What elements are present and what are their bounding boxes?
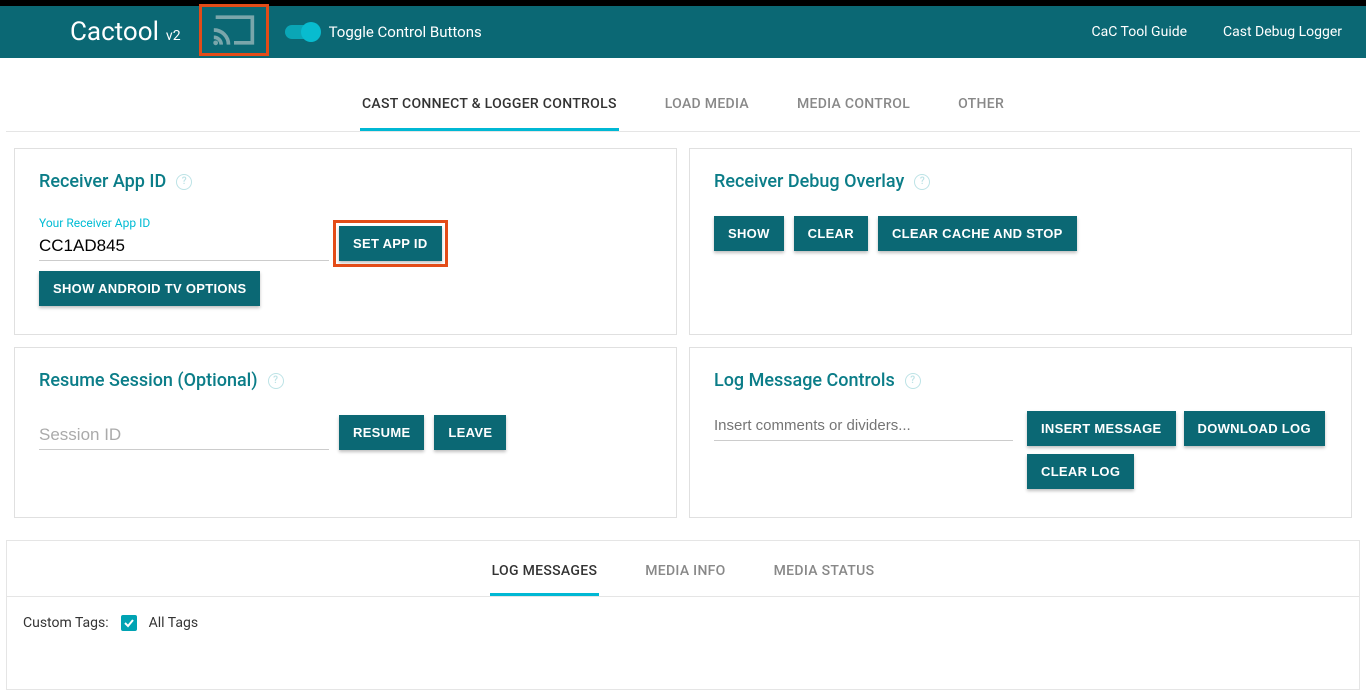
tab-other[interactable]: OTHER — [956, 86, 1006, 131]
panel-log-message-controls: Log Message Controls ? INSERT MESSAGE DO… — [689, 347, 1352, 518]
session-id-input[interactable] — [39, 421, 329, 450]
all-tags-checkbox[interactable] — [121, 615, 137, 631]
panel-receiver-app-id: Receiver App ID ? Your Receiver App ID S… — [14, 148, 677, 335]
clear-log-button[interactable]: CLEAR LOG — [1027, 454, 1134, 489]
bottom-tab-bar: LOG MESSAGES MEDIA INFO MEDIA STATUS — [7, 541, 1359, 597]
panel-resume-session: Resume Session (Optional) ? RESUME LEAVE — [14, 347, 677, 518]
toggle-knob — [301, 22, 321, 42]
download-log-button[interactable]: DOWNLOAD LOG — [1184, 411, 1325, 446]
set-app-id-button[interactable]: SET APP ID — [339, 226, 442, 261]
panel-title-receiver-app: Receiver App ID ? — [39, 171, 652, 192]
help-icon[interactable]: ? — [268, 373, 284, 389]
brand: Cactool v2 — [70, 17, 181, 47]
log-comment-input[interactable] — [714, 411, 1013, 441]
help-icon[interactable]: ? — [905, 373, 921, 389]
app-header: Cactool v2 Toggle Control Buttons CaC To… — [0, 6, 1366, 58]
field-label: Your Receiver App ID — [39, 216, 329, 230]
log-section: LOG MESSAGES MEDIA INFO MEDIA STATUS Cus… — [6, 540, 1360, 690]
panel-title-text: Log Message Controls — [714, 370, 895, 391]
top-tab-bar: CAST CONNECT & LOGGER CONTROLS LOAD MEDI… — [6, 68, 1360, 132]
panel-debug-overlay: Receiver Debug Overlay ? SHOW CLEAR CLEA… — [689, 148, 1352, 335]
panel-title-debug-overlay: Receiver Debug Overlay ? — [714, 171, 1327, 192]
clear-overlay-button[interactable]: CLEAR — [794, 216, 868, 251]
insert-message-button[interactable]: INSERT MESSAGE — [1027, 411, 1176, 446]
tab-cast-connect[interactable]: CAST CONNECT & LOGGER CONTROLS — [360, 86, 619, 131]
cast-icon — [212, 13, 256, 47]
brand-name: Cactool — [70, 17, 159, 47]
link-cast-debug-logger[interactable]: Cast Debug Logger — [1223, 24, 1342, 40]
panel-title-log-controls: Log Message Controls ? — [714, 370, 1327, 391]
tab-log-messages[interactable]: LOG MESSAGES — [490, 555, 600, 596]
all-tags-label: All Tags — [149, 615, 198, 631]
toggle-label: Toggle Control Buttons — [329, 23, 482, 41]
leave-button[interactable]: LEAVE — [434, 415, 506, 450]
help-icon[interactable]: ? — [914, 174, 930, 190]
panel-title-text: Receiver Debug Overlay — [714, 171, 904, 192]
toggle-switch[interactable] — [285, 25, 317, 39]
cast-icon-highlighted[interactable] — [199, 4, 269, 56]
receiver-app-id-input[interactable] — [39, 232, 329, 261]
toggle-control-buttons[interactable]: Toggle Control Buttons — [285, 23, 482, 41]
check-icon — [123, 617, 135, 629]
clear-cache-stop-button[interactable]: CLEAR CACHE AND STOP — [878, 216, 1077, 251]
link-cac-tool-guide[interactable]: CaC Tool Guide — [1092, 24, 1188, 40]
brand-version: v2 — [166, 28, 181, 44]
tab-media-status[interactable]: MEDIA STATUS — [772, 555, 877, 596]
tab-media-info[interactable]: MEDIA INFO — [643, 555, 727, 596]
show-android-tv-button[interactable]: SHOW ANDROID TV OPTIONS — [39, 271, 260, 306]
panel-grid: Receiver App ID ? Your Receiver App ID S… — [0, 132, 1366, 534]
show-overlay-button[interactable]: SHOW — [714, 216, 784, 251]
header-links: CaC Tool Guide Cast Debug Logger — [1092, 24, 1343, 40]
tab-load-media[interactable]: LOAD MEDIA — [663, 86, 751, 131]
panel-title-text: Receiver App ID — [39, 171, 166, 192]
resume-button[interactable]: RESUME — [339, 415, 424, 450]
panel-title-text: Resume Session (Optional) — [39, 370, 258, 391]
receiver-app-id-field: Your Receiver App ID — [39, 216, 329, 261]
help-icon[interactable]: ? — [176, 174, 192, 190]
custom-tags-row: Custom Tags: All Tags — [7, 597, 1359, 649]
tab-media-control[interactable]: MEDIA CONTROL — [795, 86, 912, 131]
panel-title-resume-session: Resume Session (Optional) ? — [39, 370, 652, 391]
custom-tags-label: Custom Tags: — [23, 615, 109, 631]
